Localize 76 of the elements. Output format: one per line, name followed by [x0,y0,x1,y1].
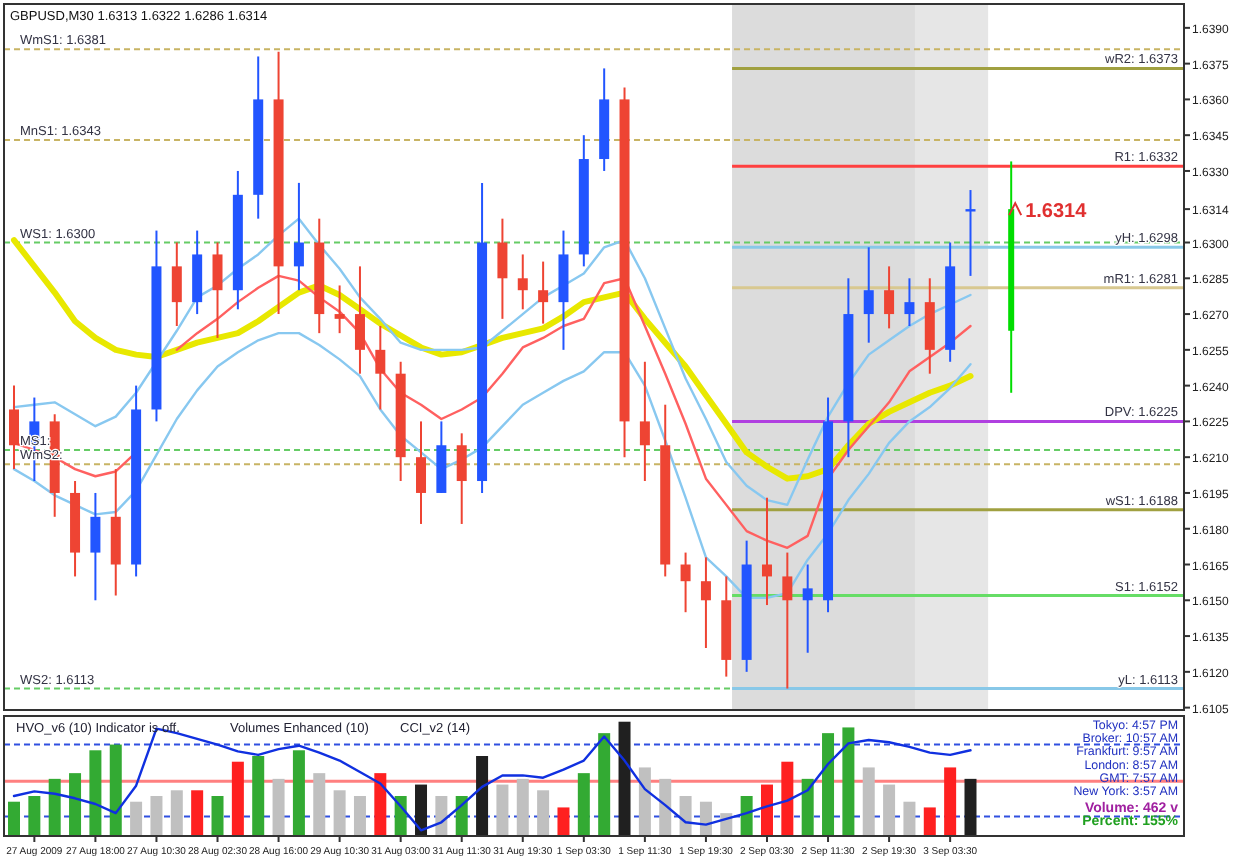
bar [109,744,122,836]
bar [862,767,875,836]
bar [252,756,265,836]
bar [923,807,936,836]
bar [659,778,672,836]
bar [231,761,244,836]
line-series [12,331,972,600]
candlestick [416,420,427,525]
bar [435,796,448,836]
bar [883,784,896,836]
candlestick [863,246,874,344]
bar [476,756,489,836]
bar [89,750,102,836]
candlestick [192,229,203,316]
bar [272,778,285,836]
candlestick [497,217,508,320]
annotation: 1.6314 [1025,201,1088,224]
line-series [12,217,972,507]
candlestick [9,384,19,471]
candlestick [293,181,304,292]
bar [313,773,326,836]
candlestick [700,556,711,649]
bar [191,790,204,836]
bar [415,784,428,836]
bar [170,790,183,836]
bar [374,773,387,836]
candlestick [436,420,447,494]
bar [150,796,163,836]
bar [964,778,977,836]
bar [292,750,305,836]
candlestick [456,432,467,525]
bar [333,790,346,836]
bar [842,727,855,836]
bar [8,801,20,836]
candlestick [761,496,772,607]
bar [557,807,570,836]
bar [28,796,41,836]
bar [760,784,773,836]
bar [455,796,468,836]
candlestick [782,551,793,690]
bar [679,796,692,836]
bar [740,796,753,836]
bar [781,761,794,836]
candlestick [965,189,976,277]
bar [903,801,916,836]
candlestick [639,360,650,483]
bar [353,796,366,836]
candlestick [375,324,386,411]
candlestick [171,241,182,327]
bar [69,773,82,836]
bar [516,778,529,836]
bar [537,790,550,836]
candlestick [212,241,223,339]
bar [944,767,957,836]
candlestick [904,277,915,327]
candlestick [558,229,569,351]
bar [496,784,509,836]
bar [638,767,651,836]
candlestick [924,277,935,375]
candlestick [517,253,528,311]
candlestick [334,284,345,335]
candlestick [680,551,691,614]
candlestick [884,265,895,330]
bar [801,778,814,836]
bar [211,796,224,836]
candlestick [538,260,549,325]
bar [130,801,143,836]
bar [48,778,61,836]
candlestick [110,468,121,597]
bar [822,733,835,836]
candlestick [90,491,101,602]
bar [618,721,631,836]
bar [577,773,590,836]
candlestick [354,265,365,375]
bar [598,733,611,836]
candlestick [802,563,813,654]
